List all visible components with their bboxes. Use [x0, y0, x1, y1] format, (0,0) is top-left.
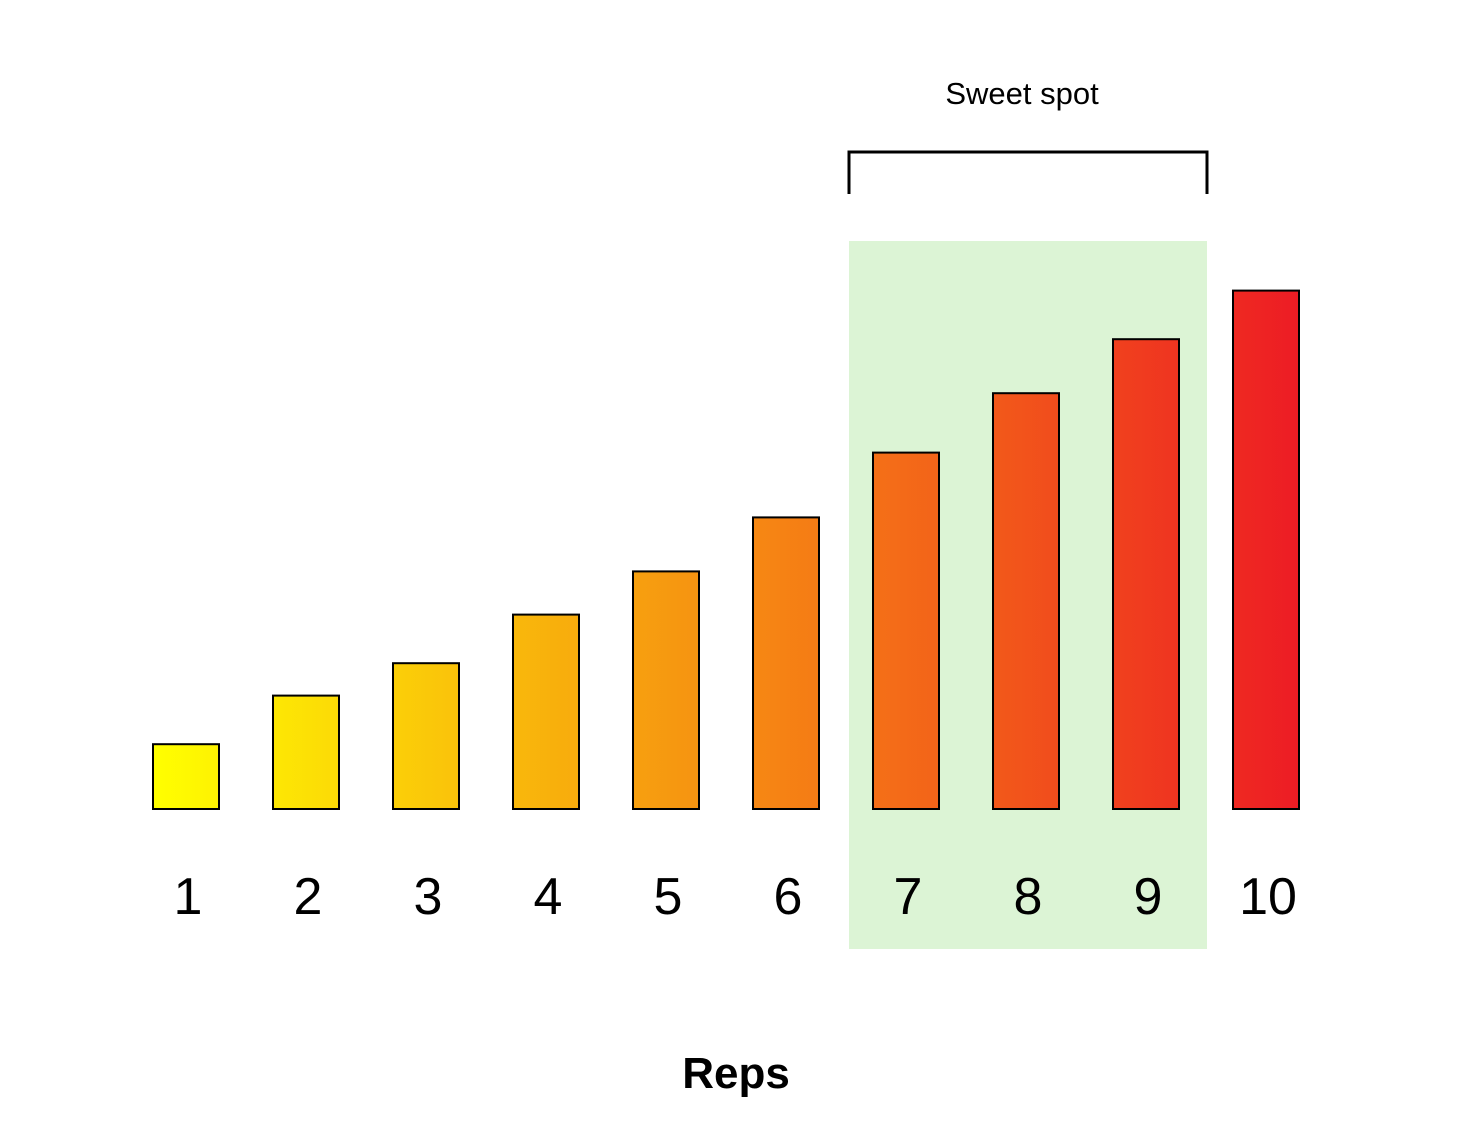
x-tick-label: 2: [294, 868, 323, 926]
x-tick-label: 5: [654, 868, 683, 926]
x-tick-label: 8: [1014, 868, 1043, 926]
sweet-spot-label: Sweet spot: [945, 76, 1099, 111]
x-tick-labels: 1 2 3 4 5 6 7 8 9 10: [174, 868, 1297, 926]
bar-10: [1232, 289, 1300, 811]
bars: [152, 289, 1300, 811]
bar-8: [992, 392, 1060, 810]
bar-4: [512, 613, 580, 810]
bar-3: [392, 662, 460, 811]
x-axis-label: Reps: [682, 1049, 790, 1098]
x-tick-label: 6: [774, 868, 803, 926]
x-tick-label: 1: [174, 868, 203, 926]
x-tick-label: 7: [894, 868, 923, 926]
bar-1: [152, 743, 220, 811]
sweet-spot-bracket: [847, 150, 1209, 194]
bar-9: [1112, 338, 1180, 810]
bar-5: [632, 570, 700, 811]
bar-2: [272, 694, 340, 810]
bar-6: [752, 516, 820, 811]
x-tick-label: 9: [1134, 868, 1163, 926]
x-tick-label: 4: [534, 868, 563, 926]
x-tick-label: 10: [1239, 868, 1297, 926]
bar-7: [872, 451, 940, 810]
x-tick-label: 3: [414, 868, 443, 926]
